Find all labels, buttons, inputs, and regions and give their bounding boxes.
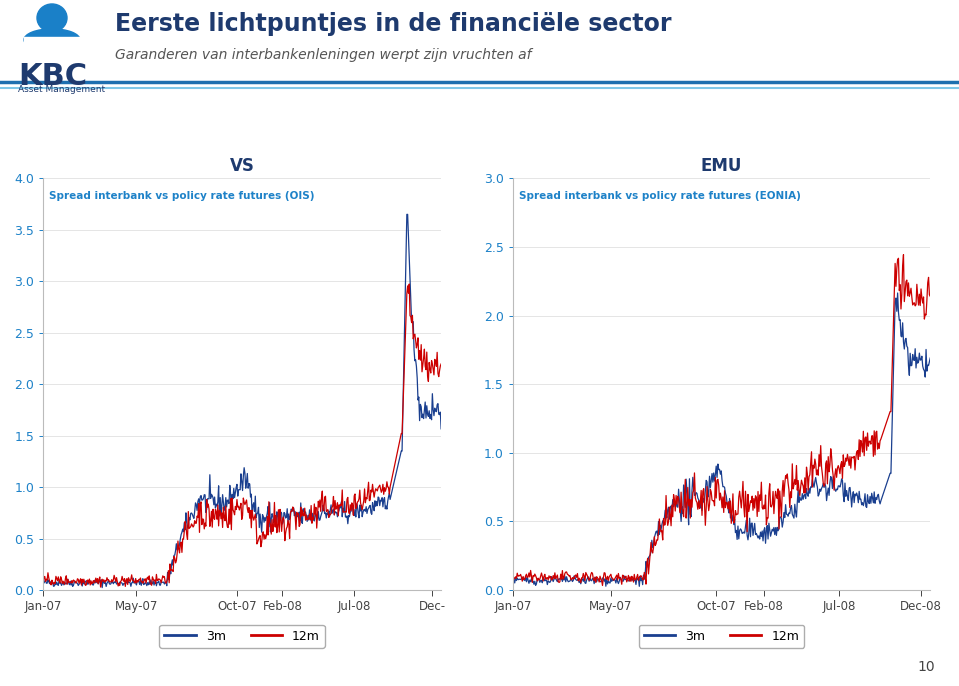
Text: Garanderen van interbankenleningen werpt zijn vruchten af: Garanderen van interbankenleningen werpt…: [115, 48, 531, 62]
Legend: 3m, 12m: 3m, 12m: [639, 624, 805, 648]
Legend: 3m, 12m: 3m, 12m: [159, 624, 325, 648]
Title: VS: VS: [230, 157, 254, 176]
Text: KBC: KBC: [18, 62, 87, 91]
Ellipse shape: [24, 29, 80, 51]
Title: EMU: EMU: [701, 157, 742, 176]
Ellipse shape: [37, 4, 67, 32]
Text: 10: 10: [918, 660, 935, 674]
Text: Eerste lichtpuntjes in de financiële sector: Eerste lichtpuntjes in de financiële sec…: [115, 12, 671, 36]
Text: Spread interbank vs policy rate futures (EONIA): Spread interbank vs policy rate futures …: [520, 191, 801, 201]
Bar: [24, 37, 80, 55]
Text: Spread interbank vs policy rate futures (OIS): Spread interbank vs policy rate futures …: [49, 191, 315, 201]
Text: Asset Management: Asset Management: [18, 84, 105, 93]
